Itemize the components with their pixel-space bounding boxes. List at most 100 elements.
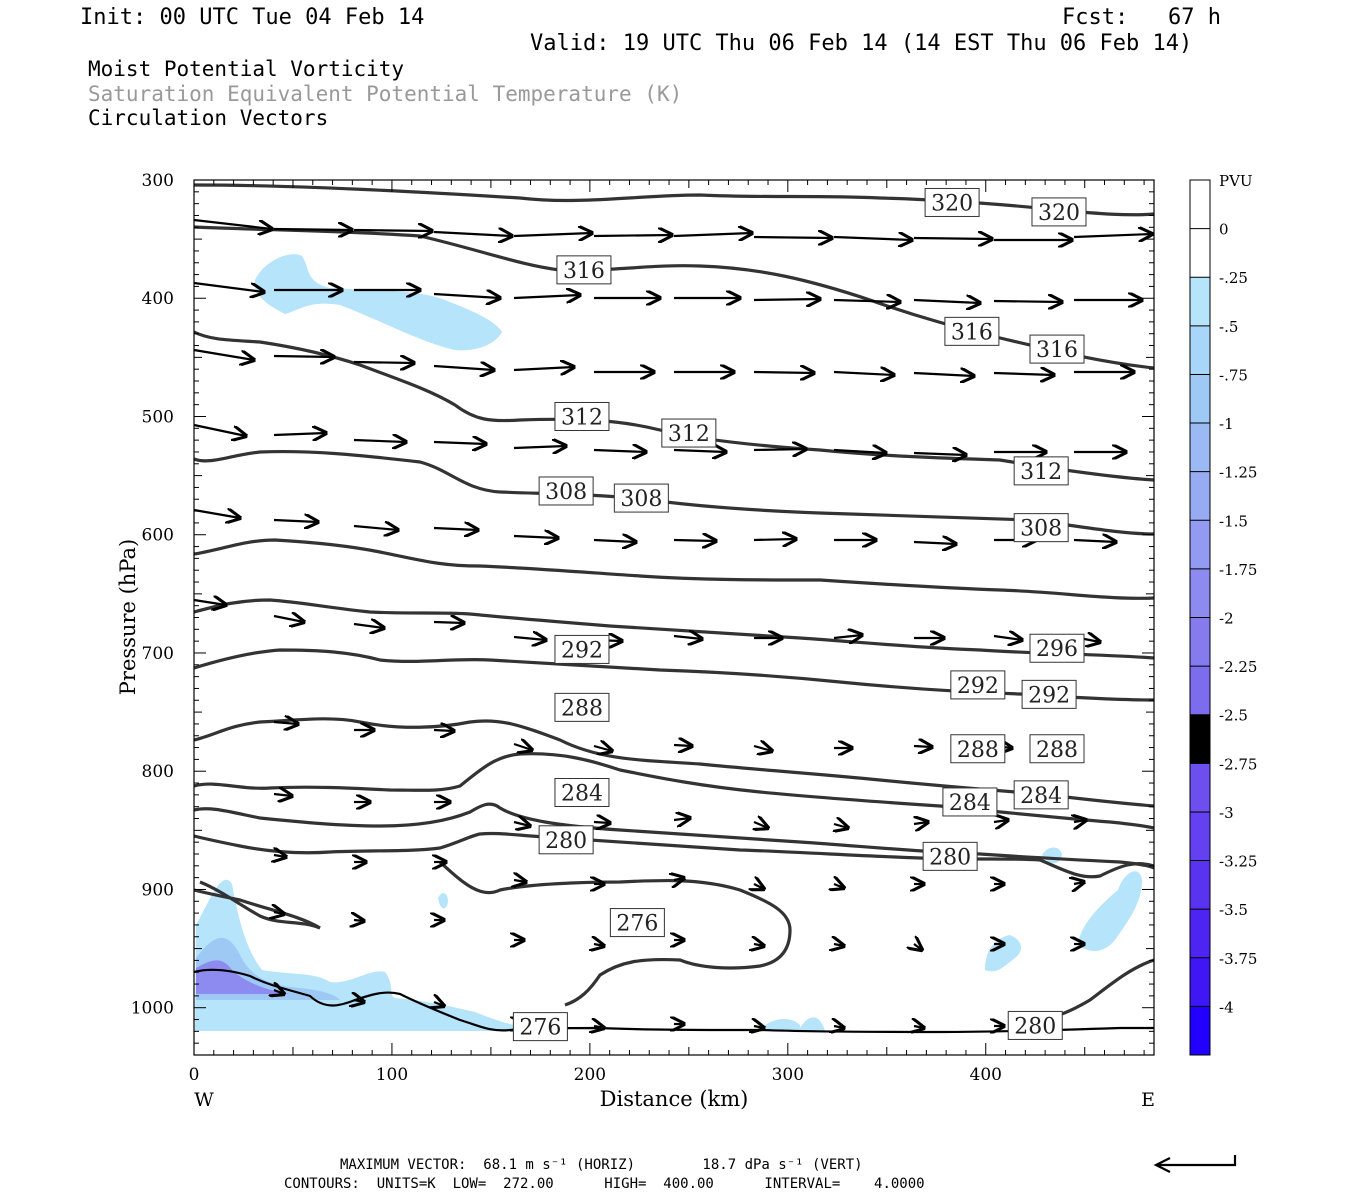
vector bbox=[1074, 882, 1084, 884]
vector bbox=[834, 944, 844, 946]
x-tick-label: 300 bbox=[772, 1065, 804, 1085]
contour-label-box bbox=[1007, 1010, 1063, 1040]
vector bbox=[1073, 234, 1152, 237]
vector bbox=[433, 366, 494, 370]
vector bbox=[914, 1026, 924, 1028]
init-time: Init: 00 UTC Tue 04 Feb 14 bbox=[80, 5, 425, 30]
vector bbox=[833, 635, 862, 638]
colorbar-swatch bbox=[1190, 568, 1210, 618]
contour-label-box bbox=[554, 634, 610, 664]
contour-label: 312 bbox=[561, 405, 603, 430]
vector bbox=[193, 218, 272, 229]
colorbar-swatch bbox=[1190, 860, 1210, 910]
vector bbox=[353, 440, 406, 442]
contour-line bbox=[193, 598, 1155, 660]
colorbar-label: -3 bbox=[1219, 804, 1234, 822]
vector bbox=[513, 295, 580, 298]
x-tick-label: 100 bbox=[376, 1065, 408, 1085]
contour-label: 292 bbox=[1028, 683, 1070, 708]
vector bbox=[274, 855, 286, 857]
colorbar-label: -3.25 bbox=[1219, 853, 1257, 871]
vector bbox=[754, 944, 764, 946]
vector bbox=[673, 540, 716, 541]
contour-label-box bbox=[1029, 334, 1085, 364]
colorbar-swatch bbox=[1190, 228, 1210, 278]
colorbar-label: -1.25 bbox=[1219, 464, 1257, 482]
forecast-hour: Fcst: 67 h bbox=[1062, 5, 1221, 30]
vector bbox=[1073, 540, 1116, 542]
plot-frame bbox=[193, 179, 1155, 1056]
contour-labels: 320 320 316 316 316 312 312 312 308 308 308 292 296 2… bbox=[512, 187, 1087, 1042]
vector bbox=[433, 232, 512, 236]
contour-label-box bbox=[924, 187, 980, 217]
pv-area-small-2 bbox=[760, 1018, 800, 1031]
vector bbox=[833, 372, 894, 375]
circulation-vectors bbox=[193, 218, 1152, 1028]
colorbar-swatch bbox=[1190, 277, 1210, 327]
vector bbox=[273, 520, 318, 522]
vector bbox=[833, 450, 886, 453]
vector bbox=[273, 433, 326, 435]
contour-label: 316 bbox=[1036, 338, 1078, 363]
contour-label-box bbox=[1021, 679, 1077, 709]
vector bbox=[753, 372, 814, 373]
contour-line bbox=[193, 225, 1155, 370]
vector bbox=[354, 920, 364, 921]
colorbar-label: -1.5 bbox=[1219, 512, 1248, 530]
contour-label: 308 bbox=[1020, 517, 1062, 542]
contour-line bbox=[193, 538, 1155, 600]
contour-line bbox=[193, 183, 1155, 217]
contour-line bbox=[193, 648, 1155, 702]
vector bbox=[193, 510, 240, 518]
y-tick-label: 800 bbox=[142, 762, 174, 782]
colorbar-label: -3.75 bbox=[1219, 950, 1257, 968]
colorbar-swatch bbox=[1190, 666, 1210, 716]
contour-line bbox=[199, 880, 321, 930]
y-tick-label: 300 bbox=[142, 171, 174, 191]
vector bbox=[594, 944, 604, 946]
vector bbox=[913, 746, 932, 747]
colorbar-label: -1.75 bbox=[1219, 561, 1257, 579]
contour-label: 284 bbox=[949, 791, 991, 816]
vector bbox=[673, 233, 752, 236]
contour-label-box bbox=[613, 483, 669, 513]
vector bbox=[913, 300, 980, 303]
vector bbox=[993, 373, 1054, 375]
colorbar-label: -.5 bbox=[1219, 318, 1238, 336]
y-axis-title: Pressure (hPa) bbox=[116, 539, 140, 695]
colorbar-swatch bbox=[1190, 714, 1210, 764]
vector bbox=[513, 744, 532, 750]
contour-label-box bbox=[1013, 780, 1069, 810]
vector bbox=[913, 373, 974, 376]
vector bbox=[593, 450, 646, 452]
contour-label: 292 bbox=[561, 638, 603, 663]
contour-label-box bbox=[556, 255, 612, 285]
vector bbox=[994, 820, 1008, 822]
theta-contours bbox=[193, 183, 1155, 1024]
y-tick-label: 700 bbox=[142, 644, 174, 664]
contour-label: 280 bbox=[929, 845, 971, 870]
colorbar-unit: PVU bbox=[1219, 172, 1253, 190]
contour-label: 288 bbox=[957, 738, 999, 763]
x-axis-title: Distance (km) bbox=[600, 1087, 749, 1111]
vector bbox=[753, 237, 832, 238]
colorbar-swatch bbox=[1190, 520, 1210, 570]
colorbar-swatch bbox=[1190, 325, 1210, 375]
vector bbox=[353, 624, 384, 628]
vector bbox=[513, 233, 592, 236]
vector bbox=[594, 1026, 604, 1028]
y-tick-label: 600 bbox=[142, 526, 174, 546]
contour-label-box bbox=[922, 841, 978, 871]
vector bbox=[433, 294, 500, 298]
vector bbox=[193, 600, 226, 605]
vector bbox=[913, 238, 992, 239]
vector bbox=[433, 442, 486, 444]
vector bbox=[353, 362, 414, 363]
contour-line bbox=[193, 888, 321, 930]
colorbar-label: -1 bbox=[1219, 415, 1234, 433]
colorbar-label: -.25 bbox=[1219, 269, 1248, 287]
vector bbox=[273, 616, 304, 622]
colorbar-label: -2 bbox=[1219, 610, 1234, 628]
vector bbox=[514, 880, 526, 882]
